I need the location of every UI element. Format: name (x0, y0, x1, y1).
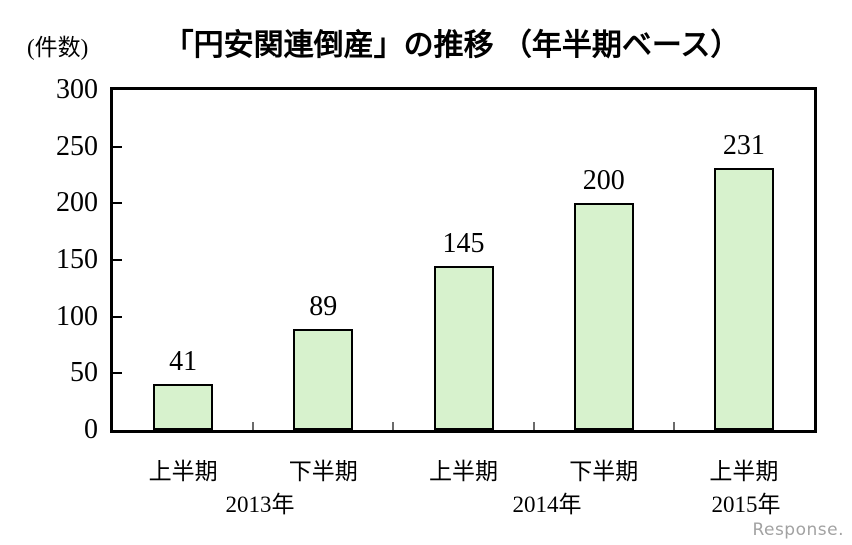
x-tick-mark (672, 422, 675, 430)
y-axis-unit-label: (件数) (27, 35, 89, 60)
year-label: 2014年 (512, 492, 582, 517)
y-tick-mark (113, 315, 122, 318)
year-label: 2013年 (225, 492, 295, 517)
bar-value-label: 89 (309, 291, 338, 323)
y-tick-mark (113, 372, 122, 375)
y-tick-label: 100 (56, 300, 98, 332)
y-tick-label: 150 (56, 244, 98, 275)
x-category-label: 上半期 (148, 459, 218, 484)
bar (713, 168, 774, 430)
bar-value-label: 41 (169, 345, 198, 377)
y-tick-label: 200 (56, 187, 98, 219)
y-tick-mark (113, 259, 122, 261)
y-tick-label: 50 (70, 357, 98, 389)
bar-value-label: 145 (442, 227, 485, 259)
plot-area: 41 89 145 200 231 (110, 87, 817, 433)
bar (433, 265, 494, 430)
y-tick-mark (113, 145, 122, 148)
x-category-label: 下半期 (288, 459, 358, 484)
bar (573, 203, 634, 430)
x-category-label: 下半期 (569, 459, 639, 484)
x-tick-mark (252, 422, 255, 430)
bar-value-label: 200 (582, 165, 625, 197)
y-tick-label: 250 (56, 130, 98, 162)
x-category-label: 上半期 (429, 459, 498, 484)
y-tick-label: 300 (56, 74, 98, 105)
x-category-label: 上半期 (709, 459, 779, 484)
x-tick-mark (532, 422, 535, 430)
bar (293, 329, 354, 430)
x-tick-mark (392, 422, 395, 430)
year-label: 2015年 (711, 492, 781, 517)
chart-title: 「円安関連倒産」の推移 （年半期ベース） (163, 29, 741, 62)
y-tick-mark (113, 202, 122, 205)
bar (153, 383, 214, 430)
response-watermark: Response. (752, 520, 844, 540)
y-tick-label: 0 (84, 414, 98, 445)
bar-value-label: 231 (722, 130, 765, 162)
